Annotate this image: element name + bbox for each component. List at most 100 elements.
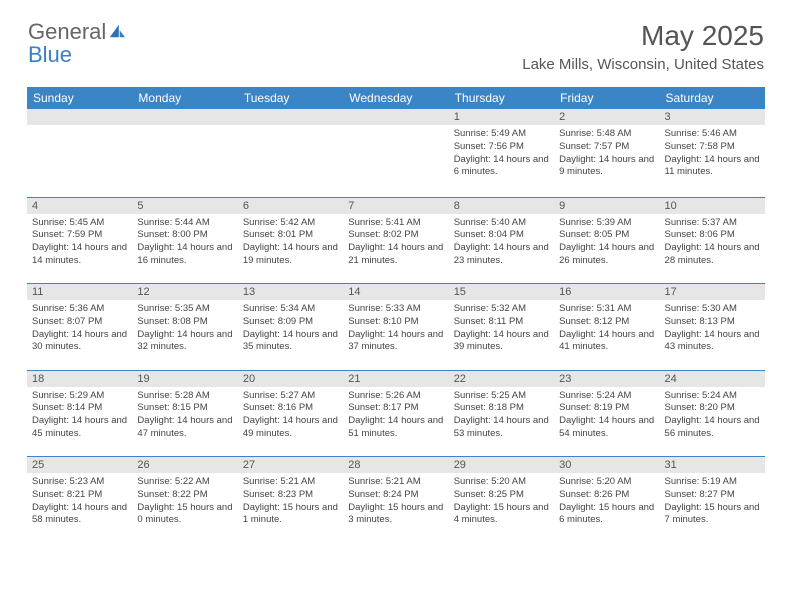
day-header: Wednesday: [343, 87, 448, 109]
day-cell: Sunrise: 5:21 AMSunset: 8:23 PMDaylight:…: [238, 473, 343, 543]
day-number: 8: [449, 198, 554, 214]
day-cell: Sunrise: 5:26 AMSunset: 8:17 PMDaylight:…: [343, 387, 448, 457]
day-number: [27, 109, 132, 125]
week-content-row: Sunrise: 5:36 AMSunset: 8:07 PMDaylight:…: [27, 300, 765, 370]
day-cell: Sunrise: 5:22 AMSunset: 8:22 PMDaylight:…: [132, 473, 237, 543]
calendar-table: SundayMondayTuesdayWednesdayThursdayFrid…: [27, 87, 765, 543]
day-number: 1: [449, 109, 554, 125]
day-number: 3: [660, 109, 765, 125]
day-cell-body: Sunrise: 5:31 AMSunset: 8:12 PMDaylight:…: [554, 300, 659, 358]
daynum-row: 123: [27, 109, 765, 125]
week-content-row: Sunrise: 5:49 AMSunset: 7:56 PMDaylight:…: [27, 125, 765, 197]
day-cell: Sunrise: 5:24 AMSunset: 8:19 PMDaylight:…: [554, 387, 659, 457]
day-cell-body: Sunrise: 5:30 AMSunset: 8:13 PMDaylight:…: [660, 300, 765, 358]
day-cell: Sunrise: 5:24 AMSunset: 8:20 PMDaylight:…: [660, 387, 765, 457]
day-cell-body: Sunrise: 5:35 AMSunset: 8:08 PMDaylight:…: [132, 300, 237, 358]
day-cell: Sunrise: 5:46 AMSunset: 7:58 PMDaylight:…: [660, 125, 765, 197]
day-cell: Sunrise: 5:37 AMSunset: 8:06 PMDaylight:…: [660, 214, 765, 284]
day-number: 4: [27, 198, 132, 214]
day-header: Sunday: [27, 87, 132, 109]
day-number: 29: [449, 457, 554, 473]
day-cell: Sunrise: 5:33 AMSunset: 8:10 PMDaylight:…: [343, 300, 448, 370]
day-number: 22: [449, 371, 554, 387]
day-cell-body: Sunrise: 5:37 AMSunset: 8:06 PMDaylight:…: [660, 214, 765, 272]
day-cell-body: Sunrise: 5:41 AMSunset: 8:02 PMDaylight:…: [343, 214, 448, 272]
day-cell: Sunrise: 5:27 AMSunset: 8:16 PMDaylight:…: [238, 387, 343, 457]
day-cell: Sunrise: 5:19 AMSunset: 8:27 PMDaylight:…: [660, 473, 765, 543]
day-cell: Sunrise: 5:32 AMSunset: 8:11 PMDaylight:…: [449, 300, 554, 370]
day-cell-body: Sunrise: 5:44 AMSunset: 8:00 PMDaylight:…: [132, 214, 237, 272]
daynum-row: 18192021222324: [27, 370, 765, 387]
day-header: Thursday: [449, 87, 554, 109]
day-number: 31: [660, 457, 765, 473]
day-cell: [27, 125, 132, 197]
day-cell-body: Sunrise: 5:32 AMSunset: 8:11 PMDaylight:…: [449, 300, 554, 358]
day-cell: Sunrise: 5:42 AMSunset: 8:01 PMDaylight:…: [238, 214, 343, 284]
day-number: 12: [132, 284, 237, 300]
day-cell: Sunrise: 5:44 AMSunset: 8:00 PMDaylight:…: [132, 214, 237, 284]
day-cell: Sunrise: 5:31 AMSunset: 8:12 PMDaylight:…: [554, 300, 659, 370]
day-cell: Sunrise: 5:20 AMSunset: 8:26 PMDaylight:…: [554, 473, 659, 543]
month-title: May 2025: [522, 20, 764, 52]
day-number: 27: [238, 457, 343, 473]
day-header-row: SundayMondayTuesdayWednesdayThursdayFrid…: [27, 87, 765, 109]
week-content-row: Sunrise: 5:23 AMSunset: 8:21 PMDaylight:…: [27, 473, 765, 543]
day-number: 10: [660, 198, 765, 214]
day-cell-body: Sunrise: 5:26 AMSunset: 8:17 PMDaylight:…: [343, 387, 448, 445]
day-number: 13: [238, 284, 343, 300]
daynum-row: 45678910: [27, 197, 765, 214]
day-cell: [132, 125, 237, 197]
day-number: 7: [343, 198, 448, 214]
day-cell: Sunrise: 5:40 AMSunset: 8:04 PMDaylight:…: [449, 214, 554, 284]
day-number: [132, 109, 237, 125]
day-cell-body: Sunrise: 5:20 AMSunset: 8:25 PMDaylight:…: [449, 473, 554, 531]
day-number: 5: [132, 198, 237, 214]
day-cell: Sunrise: 5:29 AMSunset: 8:14 PMDaylight:…: [27, 387, 132, 457]
day-cell: [343, 125, 448, 197]
day-cell: Sunrise: 5:45 AMSunset: 7:59 PMDaylight:…: [27, 214, 132, 284]
header: GeneralBlue May 2025 Lake Mills, Wiscons…: [0, 0, 792, 81]
day-cell: Sunrise: 5:48 AMSunset: 7:57 PMDaylight:…: [554, 125, 659, 197]
day-number: 24: [660, 371, 765, 387]
brand-part1: General: [28, 19, 106, 44]
day-header: Monday: [132, 87, 237, 109]
day-cell-body: Sunrise: 5:27 AMSunset: 8:16 PMDaylight:…: [238, 387, 343, 445]
day-number: 30: [554, 457, 659, 473]
day-header: Friday: [554, 87, 659, 109]
day-cell: Sunrise: 5:23 AMSunset: 8:21 PMDaylight:…: [27, 473, 132, 543]
daynum-row: 25262728293031: [27, 457, 765, 474]
day-number: 2: [554, 109, 659, 125]
day-cell: Sunrise: 5:41 AMSunset: 8:02 PMDaylight:…: [343, 214, 448, 284]
day-number: 19: [132, 371, 237, 387]
day-number: 25: [27, 457, 132, 473]
day-cell-body: Sunrise: 5:25 AMSunset: 8:18 PMDaylight:…: [449, 387, 554, 445]
day-number: [343, 109, 448, 125]
day-cell-body: Sunrise: 5:40 AMSunset: 8:04 PMDaylight:…: [449, 214, 554, 272]
day-cell-body: Sunrise: 5:23 AMSunset: 8:21 PMDaylight:…: [27, 473, 132, 531]
day-cell-body: Sunrise: 5:48 AMSunset: 7:57 PMDaylight:…: [554, 125, 659, 183]
day-number: [238, 109, 343, 125]
day-header: Tuesday: [238, 87, 343, 109]
day-number: 6: [238, 198, 343, 214]
day-cell-body: Sunrise: 5:42 AMSunset: 8:01 PMDaylight:…: [238, 214, 343, 272]
day-cell-body: Sunrise: 5:19 AMSunset: 8:27 PMDaylight:…: [660, 473, 765, 531]
day-cell: Sunrise: 5:28 AMSunset: 8:15 PMDaylight:…: [132, 387, 237, 457]
day-cell-body: Sunrise: 5:34 AMSunset: 8:09 PMDaylight:…: [238, 300, 343, 358]
location-text: Lake Mills, Wisconsin, United States: [522, 56, 764, 73]
brand-part2: Blue: [28, 42, 72, 67]
day-number: 21: [343, 371, 448, 387]
day-cell: Sunrise: 5:30 AMSunset: 8:13 PMDaylight:…: [660, 300, 765, 370]
day-cell-body: Sunrise: 5:20 AMSunset: 8:26 PMDaylight:…: [554, 473, 659, 531]
day-number: 15: [449, 284, 554, 300]
day-cell-body: Sunrise: 5:39 AMSunset: 8:05 PMDaylight:…: [554, 214, 659, 272]
brand-sail-icon: [108, 20, 126, 43]
day-cell-body: Sunrise: 5:21 AMSunset: 8:24 PMDaylight:…: [343, 473, 448, 531]
day-cell-body: Sunrise: 5:45 AMSunset: 7:59 PMDaylight:…: [27, 214, 132, 272]
day-number: 26: [132, 457, 237, 473]
day-number: 16: [554, 284, 659, 300]
day-number: 23: [554, 371, 659, 387]
day-cell-body: Sunrise: 5:49 AMSunset: 7:56 PMDaylight:…: [449, 125, 554, 183]
day-cell: Sunrise: 5:35 AMSunset: 8:08 PMDaylight:…: [132, 300, 237, 370]
daynum-row: 11121314151617: [27, 284, 765, 301]
day-number: 9: [554, 198, 659, 214]
